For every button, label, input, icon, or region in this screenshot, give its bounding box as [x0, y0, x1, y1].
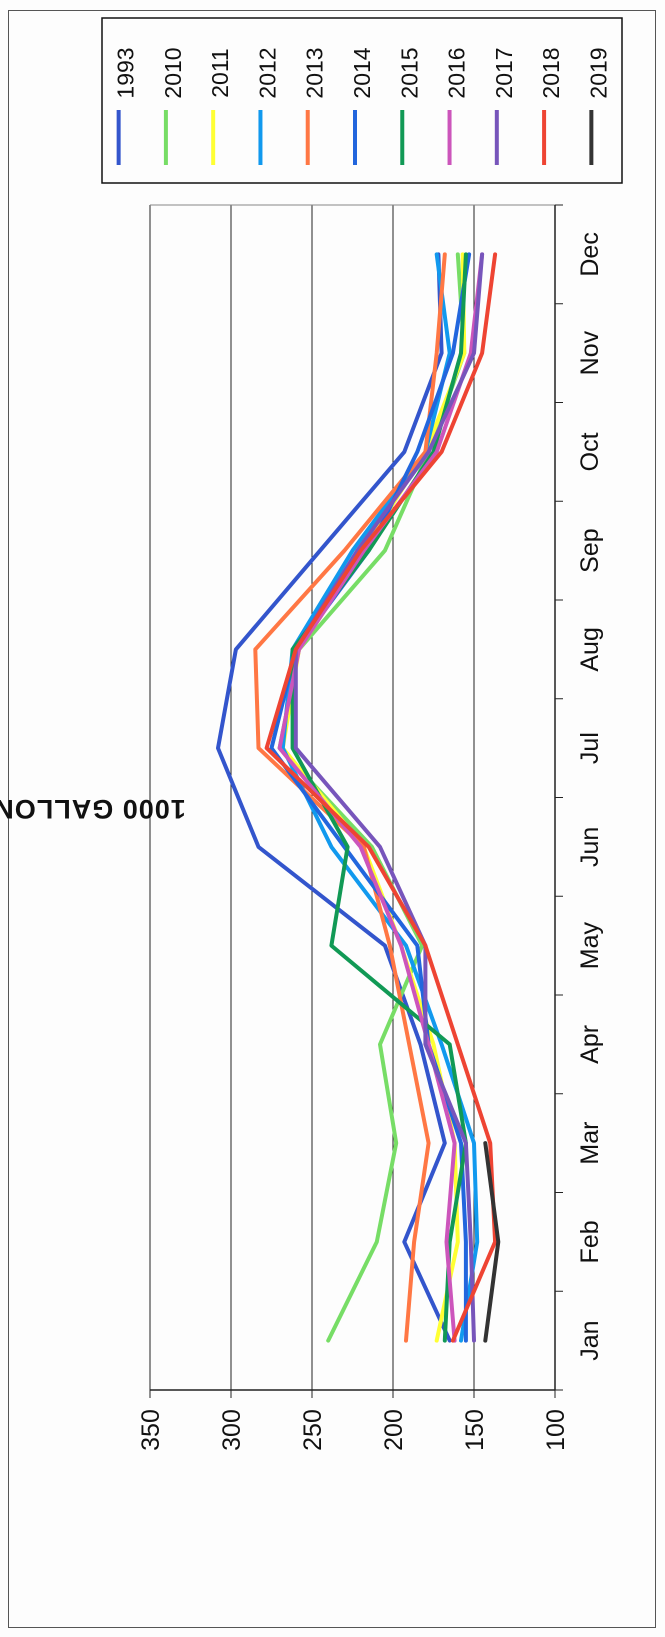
month-label-mar: Mar: [576, 1122, 604, 1165]
legend-label-2011: 2011: [207, 48, 233, 97]
value-label-250: 250: [299, 1409, 327, 1451]
value-label-300: 300: [218, 1409, 246, 1451]
legend-label-2019: 2019: [585, 47, 611, 98]
month-label-oct: Oct: [576, 432, 604, 471]
legend-label-2016: 2016: [444, 47, 470, 98]
series-line-2019: [483, 1141, 501, 1343]
legend-label-2017: 2017: [491, 47, 517, 98]
legend-label-2018: 2018: [538, 47, 564, 98]
legend-label-2012: 2012: [255, 47, 281, 98]
month-tick-labels: Jan Feb Mar Apr May Jun Jul Aug Sep Oct Nov Dec: [576, 232, 604, 1361]
month-label-feb: Feb: [576, 1220, 604, 1263]
series-line-1993: [216, 252, 452, 1343]
month-label-jan: Jan: [576, 1320, 604, 1360]
month-label-aug: Aug: [576, 627, 604, 671]
y-axis-title: 1000 GALLONS: [0, 794, 186, 824]
month-label-may: May: [576, 921, 604, 969]
month-label-nov: Nov: [576, 330, 604, 375]
value-label-200: 200: [380, 1409, 408, 1451]
month-label-dec: Dec: [576, 232, 604, 276]
value-label-100: 100: [542, 1409, 570, 1451]
series-lines: [216, 252, 501, 1343]
value-label-350: 350: [137, 1409, 165, 1451]
series-line-2018: [264, 252, 498, 1343]
legend-label-1993: 1993: [113, 47, 139, 98]
legend-label-2015: 2015: [396, 47, 422, 98]
legend-box: [101, 17, 623, 184]
month-label-apr: Apr: [576, 1025, 604, 1064]
legend-label-2010: 2010: [160, 47, 186, 98]
month-label-sep: Sep: [576, 528, 604, 572]
legend-label-2013: 2013: [302, 47, 328, 98]
series-line-2013: [253, 252, 447, 1343]
month-label-jul: Jul: [576, 732, 604, 764]
value-tick-labels: 100 150 200 250 300 350: [137, 1409, 570, 1451]
series-line-2017: [293, 252, 485, 1343]
legend: 1993 2010 2011 2012 2013 2014 2015 2016 2017 2018…: [101, 17, 623, 184]
legend-label-2014: 2014: [349, 47, 375, 98]
value-label-150: 150: [461, 1409, 489, 1451]
month-label-jun: Jun: [576, 827, 604, 867]
plot-border: [149, 204, 563, 1398]
chart-frame: [8, 10, 656, 1628]
